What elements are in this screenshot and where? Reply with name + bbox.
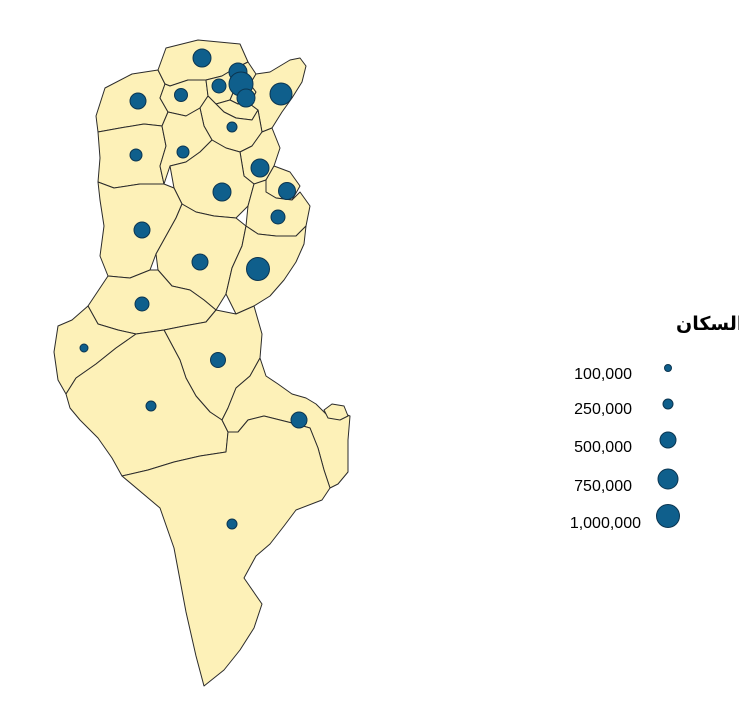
bubble-siliana xyxy=(176,145,190,159)
bubble-le-kef xyxy=(129,148,143,162)
bubble-jendouba xyxy=(129,92,147,110)
legend-bubble-1000000 xyxy=(656,504,680,528)
legend-bubble-750000 xyxy=(657,468,679,490)
bubble-gabes xyxy=(210,352,226,368)
bubble-monastir xyxy=(278,182,296,200)
bubble-nabeul xyxy=(269,82,293,106)
population-bubbles xyxy=(79,48,308,530)
bubble-sfax xyxy=(246,257,270,281)
legend-label-100000: 100,000 xyxy=(574,366,632,383)
bubble-zaghouan xyxy=(226,121,238,133)
legend-label-750000: 750,000 xyxy=(574,478,632,495)
legend: عدد السكان 100,000 250,000 500,000 750,0… xyxy=(570,313,739,532)
bubble-kasserine xyxy=(133,221,151,239)
bubble-beja xyxy=(174,88,188,102)
bubble-tozeur xyxy=(79,343,89,353)
bubble-manouba xyxy=(211,78,227,94)
legend-bubble-500000 xyxy=(659,431,677,449)
bubble-sousse xyxy=(250,158,270,178)
bubble-medenine xyxy=(290,411,308,429)
legend-bubble-100000 xyxy=(664,364,672,372)
bubble-bizerte xyxy=(192,48,212,68)
governorate-regions xyxy=(53,39,351,687)
bubble-ben-arous xyxy=(236,88,256,108)
bubble-gafsa xyxy=(134,296,150,312)
bubble-kairouan xyxy=(212,182,232,202)
legend-label-1000000: 1,000,000 xyxy=(570,515,641,532)
region-tataouine xyxy=(121,415,331,687)
bubble-tataouine xyxy=(226,518,238,530)
legend-label-250000: 250,000 xyxy=(574,401,632,418)
region-djerba-island xyxy=(323,403,349,421)
legend-title: عدد السكان xyxy=(676,313,739,335)
bubble-kebili xyxy=(145,400,157,412)
legend-label-500000: 500,000 xyxy=(574,439,632,456)
bubble-sidi-bouzid xyxy=(191,253,209,271)
bubble-mahdia xyxy=(270,209,286,225)
legend-bubble-250000 xyxy=(662,398,674,410)
